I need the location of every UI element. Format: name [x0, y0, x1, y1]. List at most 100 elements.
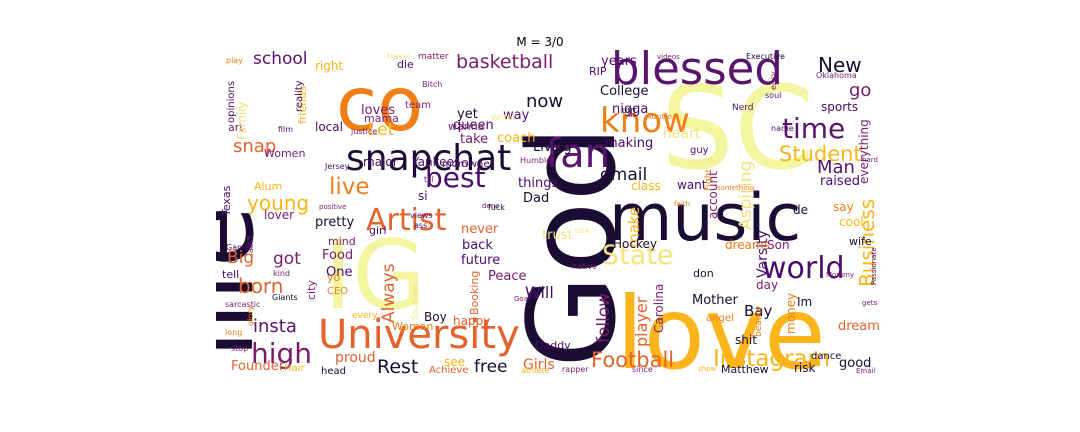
cloud-word: Instagram [713, 346, 830, 372]
cloud-word: co [336, 60, 423, 148]
cloud-word: cool [839, 215, 864, 229]
cloud-word: native [572, 262, 597, 271]
cloud-word: got [273, 249, 301, 269]
cloud-word: Achieve [429, 365, 469, 374]
cloud-word: Dad [523, 191, 549, 206]
cloud-word: dance [811, 351, 841, 362]
cloud-word: loves [361, 103, 395, 118]
cloud-word: One [326, 265, 352, 280]
cloud-word: Business [855, 199, 879, 287]
cloud-word: glory [246, 306, 255, 326]
cloud-word: sports [821, 100, 858, 114]
cloud-word: wanna [448, 120, 484, 133]
cloud-word: money [784, 293, 798, 334]
cloud-word: things [518, 176, 558, 191]
word-cloud: love God SC life IG music co blessed University s… [216, 50, 887, 374]
cloud-word: make [625, 207, 643, 248]
cloud-word: years [601, 54, 637, 69]
cloud-word: justice [350, 127, 377, 136]
cloud-word: Writer [491, 113, 516, 122]
cloud-word: favorite [687, 157, 714, 165]
cloud-word: basketball [456, 51, 553, 73]
cloud-word: Booking [468, 271, 481, 315]
cloud-word: College [600, 84, 649, 99]
cloud-word: wife [849, 235, 872, 248]
cloud-word: travel [387, 52, 410, 61]
cloud-word: Rest [377, 356, 418, 374]
cloud-word: Founder [231, 359, 285, 374]
cloud-word: Man [817, 157, 855, 178]
cloud-word: love [616, 275, 826, 374]
cloud-word: lover [264, 208, 294, 222]
cloud-word: positive [319, 203, 346, 211]
cloud-word: every [352, 311, 378, 321]
cloud-word: God [504, 125, 643, 368]
cloud-word: rapper [562, 365, 589, 374]
cloud-word: proud [335, 350, 376, 366]
cloud-word: major [363, 155, 398, 169]
cloud-word: faith [674, 200, 690, 208]
cloud-word: guy [690, 145, 709, 156]
cloud-word: film [278, 125, 293, 134]
cloud-word: done [482, 202, 499, 210]
cloud-word: reality [294, 80, 305, 112]
cloud-word: mama [364, 112, 399, 125]
cloud-word: dreams [725, 238, 770, 252]
cloud-word: see [444, 355, 465, 369]
cloud-word: player [632, 296, 651, 347]
cloud-word: matter [418, 52, 449, 62]
cloud-word: back [462, 238, 493, 253]
cloud-word: live [329, 174, 370, 200]
cloud-word: good [839, 356, 871, 371]
figure-title: M = 3/0 [516, 35, 564, 49]
cloud-word: everything [857, 119, 871, 184]
cloud-word: Woman [392, 320, 433, 333]
cloud-word: Owner [461, 159, 495, 170]
cloud-word: Email [856, 367, 875, 374]
cloud-word: Varsity [755, 230, 771, 278]
cloud-word: future [461, 253, 500, 268]
cloud-word: die [397, 58, 414, 71]
cloud-word: play [226, 56, 243, 65]
cloud-word: follow [594, 293, 614, 343]
cloud-word: snapchat [346, 138, 511, 179]
cloud-word: ain't [246, 235, 255, 253]
cloud-word: blessed [611, 50, 783, 95]
cloud-word: young [247, 191, 309, 215]
cloud-word: head [321, 366, 346, 374]
cloud-word: Son [767, 238, 790, 252]
cloud-word: queen [453, 118, 494, 133]
cloud-word: fan [546, 131, 610, 177]
cloud-word: city [305, 280, 318, 300]
cloud-word: fuck [488, 203, 505, 212]
cloud-word: New [818, 53, 862, 77]
cloud-word: Hair [284, 363, 305, 374]
cloud-word: want [677, 178, 707, 192]
cloud-word: Bay [744, 302, 772, 320]
cloud-word: Daddy [535, 339, 571, 352]
cloud-word: Boy [424, 310, 447, 324]
cloud-word: dream [838, 319, 880, 334]
cloud-word: yet [457, 107, 478, 122]
cloud-word: Alum [254, 180, 282, 193]
cloud-word: CEO [327, 286, 348, 297]
cloud-word: best [425, 161, 486, 194]
cloud-word: high [251, 337, 312, 370]
cloud-word: University [318, 312, 520, 358]
cloud-word: Humble [520, 156, 551, 165]
cloud-word: SC [661, 62, 814, 196]
cloud-word: kind [273, 269, 290, 278]
cloud-word: Gamer [226, 243, 254, 252]
cloud-word: show [698, 365, 716, 373]
cloud-word: way [503, 108, 530, 123]
cloud-word: risk [794, 361, 816, 374]
cloud-word: ass [414, 221, 427, 230]
cloud-word: nigga [612, 102, 648, 117]
cloud-word: beauty [754, 305, 764, 337]
cloud-word: mom [442, 159, 468, 170]
cloud-word: Student [779, 142, 862, 166]
cloud-word: heart [663, 126, 701, 142]
cloud-word: life [216, 206, 276, 358]
cloud-word: soul [765, 91, 781, 100]
